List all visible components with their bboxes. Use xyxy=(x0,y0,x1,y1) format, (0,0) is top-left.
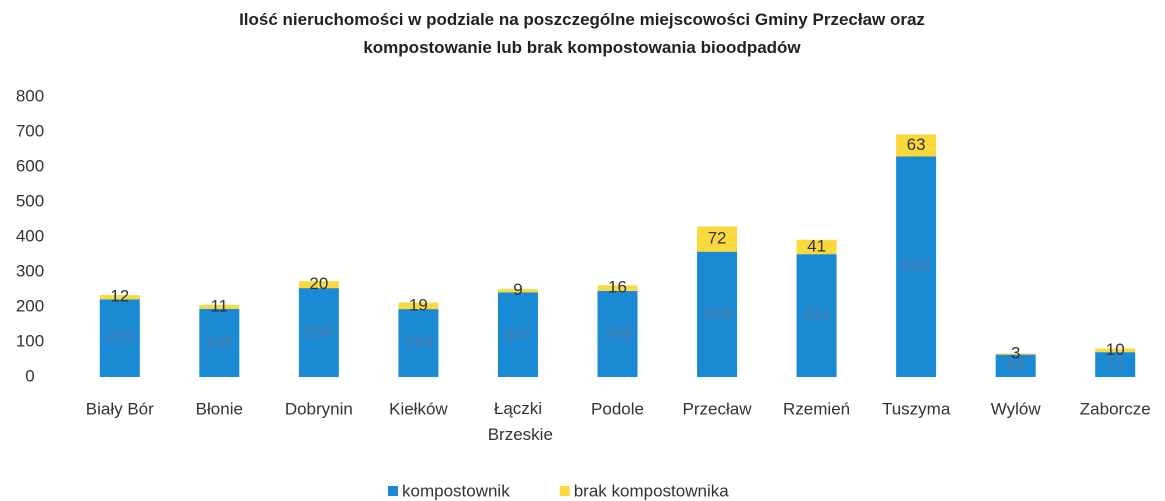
x-tick-label: Kiełków xyxy=(389,399,448,418)
x-tick-label: Tuszyma xyxy=(882,399,951,418)
bar-segment xyxy=(995,353,1036,355)
legend-swatch xyxy=(388,486,398,496)
x-tick-label: Zaborcze xyxy=(1080,399,1151,418)
chart-title: Ilość nieruchomości w podziale na poszcz… xyxy=(239,10,925,57)
bar-segment xyxy=(597,285,638,291)
y-tick-label: 0 xyxy=(25,366,34,385)
y-tick-label: 800 xyxy=(16,86,44,105)
data-label: 20 xyxy=(309,274,328,293)
x-tick-label: Łączki Brzeskie xyxy=(483,399,553,444)
bar-segment xyxy=(796,239,837,255)
data-label: 41 xyxy=(807,236,826,255)
data-label: 64 xyxy=(1006,355,1025,374)
y-tick-label: 100 xyxy=(16,331,44,350)
data-label: 12 xyxy=(110,287,129,306)
bar-segment xyxy=(398,302,439,310)
x-tick-label: Wylów xyxy=(991,399,1042,418)
data-label: 19 xyxy=(409,295,428,314)
data-label: 63 xyxy=(907,135,926,154)
data-label: 194 xyxy=(404,333,432,352)
data-label: 195 xyxy=(205,332,233,351)
x-tick-label: Przecław xyxy=(683,399,753,418)
data-label: 10 xyxy=(1106,340,1125,359)
y-tick-label: 500 xyxy=(16,191,44,210)
x-tick-label: Rzemień xyxy=(783,399,850,418)
data-label: 246 xyxy=(603,323,631,342)
bar-segment xyxy=(497,289,538,293)
legend-label: brak kompostownika xyxy=(574,481,730,500)
data-label: 9 xyxy=(513,280,522,299)
data-label: 72 xyxy=(708,229,727,248)
x-tick-label: Błonie xyxy=(196,399,243,418)
data-label: 358 xyxy=(703,304,731,323)
data-label: 71 xyxy=(1106,354,1125,373)
bar-segment xyxy=(99,295,140,300)
x-tick-label: Biały Bór xyxy=(86,399,154,418)
y-tick-label: 600 xyxy=(16,156,44,175)
data-label: 254 xyxy=(305,322,333,341)
bar-segment xyxy=(1095,348,1136,353)
bar-segment xyxy=(697,226,738,252)
bar-segment xyxy=(398,309,439,377)
bar-segment xyxy=(896,134,937,157)
data-label: 222 xyxy=(106,328,134,347)
data-label: 630 xyxy=(902,256,930,275)
bar-segment xyxy=(298,281,339,289)
x-tick-label: Dobrynin xyxy=(285,399,353,418)
bar-segment xyxy=(99,299,140,377)
bar-segment xyxy=(298,288,339,377)
bar-segment xyxy=(896,156,937,377)
bar-segment xyxy=(597,290,638,377)
data-label: 242 xyxy=(504,324,532,343)
data-label: 351 xyxy=(802,305,830,324)
y-tick-label: 700 xyxy=(16,121,44,140)
bar-segment xyxy=(697,251,738,377)
data-label: 3 xyxy=(1011,344,1020,363)
y-tick-label: 400 xyxy=(16,226,44,245)
x-tick-label: Podole xyxy=(591,399,644,418)
bar-segment xyxy=(995,354,1036,377)
y-tick-label: 300 xyxy=(16,261,44,280)
bar-segment xyxy=(199,304,240,309)
bar-segment xyxy=(1095,352,1136,377)
y-tick-label: 200 xyxy=(16,296,44,315)
bar-segment xyxy=(199,308,240,377)
data-label: 16 xyxy=(608,278,627,297)
legend-swatch xyxy=(559,486,570,496)
data-label: 11 xyxy=(210,296,228,315)
bar-segment xyxy=(796,254,837,377)
bar-segment xyxy=(497,292,538,377)
legend-label: kompostownik xyxy=(402,481,510,500)
